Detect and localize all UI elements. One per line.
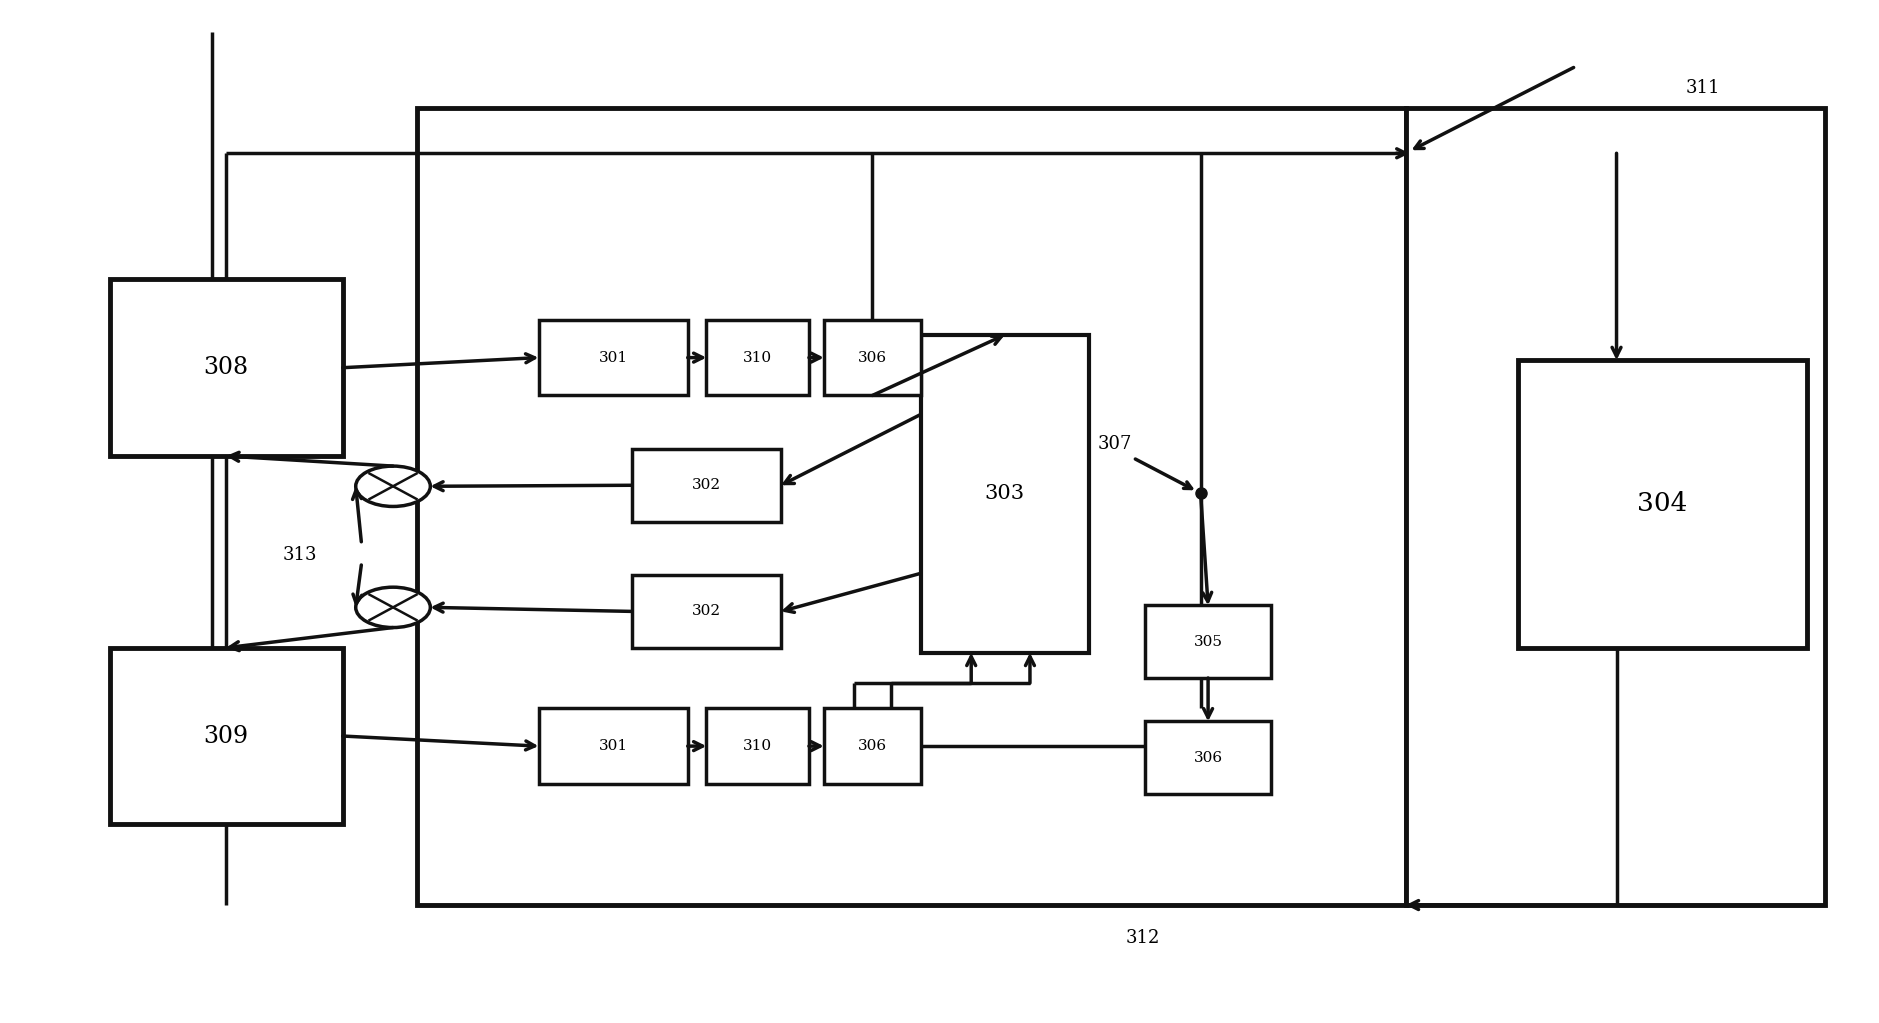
Text: 313: 313 — [284, 546, 318, 564]
FancyBboxPatch shape — [707, 320, 810, 396]
FancyBboxPatch shape — [417, 107, 1405, 905]
FancyBboxPatch shape — [823, 708, 921, 784]
Text: 304: 304 — [1637, 491, 1687, 517]
Text: 301: 301 — [599, 351, 628, 364]
Circle shape — [355, 587, 430, 627]
Text: 306: 306 — [859, 740, 887, 753]
FancyBboxPatch shape — [921, 335, 1088, 653]
Text: 306: 306 — [1193, 751, 1223, 765]
Text: 305: 305 — [1193, 634, 1223, 649]
Text: 307: 307 — [1097, 435, 1133, 453]
FancyBboxPatch shape — [631, 449, 782, 522]
FancyBboxPatch shape — [1144, 606, 1272, 678]
FancyBboxPatch shape — [823, 320, 921, 396]
FancyBboxPatch shape — [1518, 360, 1808, 648]
Text: 309: 309 — [203, 724, 248, 748]
FancyBboxPatch shape — [109, 648, 342, 825]
FancyBboxPatch shape — [1405, 107, 1825, 905]
FancyBboxPatch shape — [539, 320, 688, 396]
FancyBboxPatch shape — [109, 279, 342, 456]
Text: 310: 310 — [742, 740, 772, 753]
Text: 301: 301 — [599, 740, 628, 753]
Text: 308: 308 — [203, 356, 248, 380]
FancyBboxPatch shape — [631, 575, 782, 648]
Text: 302: 302 — [691, 479, 722, 492]
FancyBboxPatch shape — [1144, 721, 1272, 794]
Circle shape — [355, 466, 430, 506]
FancyBboxPatch shape — [707, 708, 810, 784]
Text: 311: 311 — [1685, 79, 1719, 97]
Text: 303: 303 — [985, 484, 1024, 503]
Text: 310: 310 — [742, 351, 772, 364]
Text: 312: 312 — [1126, 930, 1161, 947]
Text: 306: 306 — [859, 351, 887, 364]
FancyBboxPatch shape — [539, 708, 688, 784]
Text: 302: 302 — [691, 605, 722, 618]
